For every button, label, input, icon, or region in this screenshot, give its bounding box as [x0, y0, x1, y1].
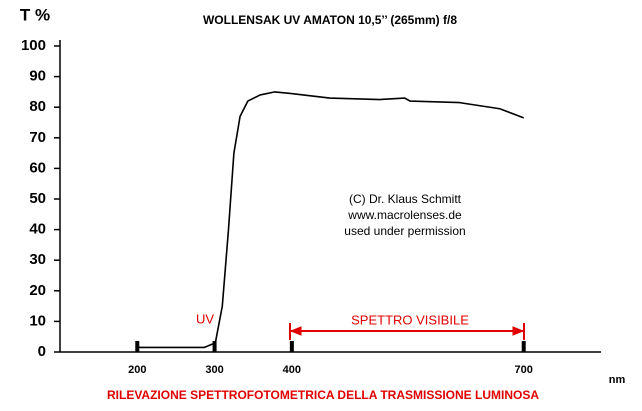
y-tick-label: 30 — [29, 251, 46, 268]
visible-arrow — [289, 323, 525, 340]
chart-title: WOLLENSAK UV AMATON 10,5’’ (265mm) f/8 — [203, 13, 457, 27]
y-tick-label: 20 — [29, 282, 46, 299]
footer: RILEVAZIONE SPETTROFOTOMETRICA DELLA TRA… — [107, 388, 539, 402]
x-tick-label: 400 — [283, 364, 301, 376]
x-tick-label: 300 — [205, 364, 223, 376]
y-tick-label: 90 — [29, 68, 46, 85]
x-axis-label: nm — [609, 374, 626, 386]
credit: www.macrolenses.de — [347, 208, 462, 222]
visible-label: SPETTRO VISIBILE — [351, 312, 469, 327]
y-axis-label: T % — [20, 5, 50, 24]
y-tick-label: 70 — [29, 129, 46, 146]
y-tick-label: 100 — [21, 37, 46, 54]
credit: used under permission — [344, 224, 465, 238]
uv-label: UV — [196, 311, 214, 326]
y-tick-label: 40 — [29, 221, 46, 238]
transmission-line — [137, 91, 525, 349]
y-tick-label: 60 — [29, 159, 46, 176]
x-tick-label: 200 — [128, 364, 146, 376]
x-tick-label: 700 — [515, 364, 533, 376]
y-tick-label: 50 — [29, 190, 46, 207]
credit: (C) Dr. Klaus Schmitt — [349, 192, 462, 206]
y-tick-label: 80 — [29, 98, 46, 115]
y-tick-label: 10 — [29, 312, 46, 329]
y-tick-label: 0 — [38, 343, 46, 360]
